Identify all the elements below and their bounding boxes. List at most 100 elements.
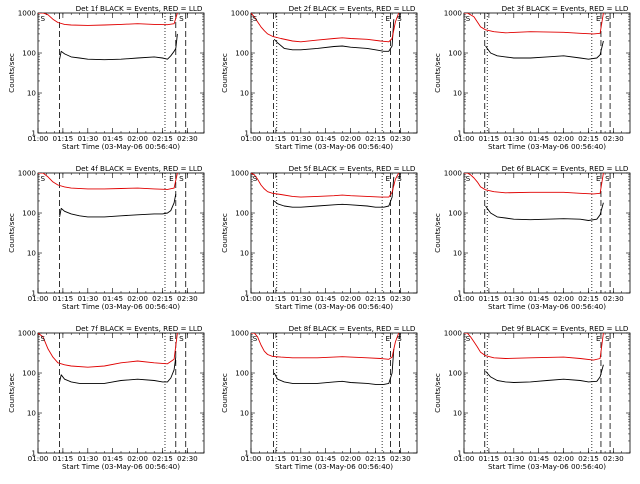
panel-6-xtick-label-02:30: 02:30: [603, 294, 624, 303]
panel-1-marker-s-1: S: [40, 14, 45, 23]
panel-5-ylabel: Counts/sec: [220, 213, 229, 253]
panel-8-xtick-label-02:15: 02:15: [365, 454, 386, 463]
panel-2-series-lld: [251, 13, 400, 43]
panel-6-marker-e-2: E: [596, 174, 601, 183]
panel-7-xtick-label-01:30: 01:30: [77, 454, 98, 463]
panel-3-marker-e-2: E: [596, 14, 601, 23]
panel-5-title: Det 5f BLACK = Events, RED = LLD: [289, 164, 416, 173]
panel-8-series-events: [273, 348, 395, 385]
panel-9-ytick-label-1: 1: [457, 449, 462, 458]
panel-5-xtick-label-02:00: 02:00: [340, 294, 361, 303]
panel-1-marker-s-3: S: [179, 14, 184, 23]
panel-5-xtick-label-02:15: 02:15: [365, 294, 386, 303]
panel-8-xtick-label-01:00: 01:00: [241, 454, 262, 463]
panel-5-xtick-label-01:30: 01:30: [290, 294, 311, 303]
panel-6-ytick-label-10: 10: [453, 249, 463, 258]
panel-5-xtick-label-01:45: 01:45: [315, 294, 336, 303]
panel-4: Det 4f BLACK = Events, RED = LLD 1 10 100 10…: [7, 164, 205, 311]
panel-1-xtick-label-02:15: 02:15: [152, 134, 173, 143]
panel-1-ytick-label-10: 10: [27, 89, 37, 98]
panel-3-ytick-label-100: 100: [448, 49, 462, 58]
panel-1-title: Det 1f BLACK = Events, RED = LLD: [76, 4, 203, 13]
panel-7-title: Det 7f BLACK = Events, RED = LLD: [76, 324, 203, 333]
panel-9-series-events: [485, 364, 604, 383]
panel-6-xtick-label-01:30: 01:30: [503, 294, 524, 303]
panel-6-marker-s-3: S: [605, 174, 610, 183]
panel-8-marker-s-1: S: [253, 334, 258, 343]
panel-5-ytick-label-1000: 1000: [231, 169, 250, 178]
panel-6-ytick-label-100: 100: [448, 209, 462, 218]
panel-9-xlabel: Start Time (03-May-06 00:56:40): [488, 462, 606, 471]
panel-8-xtick-label-01:30: 01:30: [290, 454, 311, 463]
panel-3-xlabel: Start Time (03-May-06 00:56:40): [488, 142, 606, 151]
panel-7-ytick-label-100: 100: [22, 369, 36, 378]
panel-4-xlabel: Start Time (03-May-06 00:56:40): [62, 302, 180, 311]
panel-3-series-events: [485, 40, 604, 60]
panel-6-ytick-label-1000: 1000: [444, 169, 463, 178]
panel-5-ytick-label-1: 1: [244, 289, 249, 298]
panel-1-series-lld: [38, 13, 178, 26]
panel-2-marker-s-1: S: [253, 14, 258, 23]
panel-1-xtick-label-01:30: 01:30: [77, 134, 98, 143]
panel-3: Det 3f BLACK = Events, RED = LLD 1 10 100 10…: [433, 4, 631, 151]
panel-3-xtick-label-01:00: 01:00: [454, 134, 475, 143]
panel-8-ylabel: Counts/sec: [220, 373, 229, 413]
panel-2-xtick-label-02:15: 02:15: [365, 134, 386, 143]
panel-6-xtick-label-01:15: 01:15: [479, 294, 500, 303]
panel-3-ylabel: Counts/sec: [433, 53, 442, 93]
panel-9-ytick-label-10: 10: [453, 409, 463, 418]
panel-4-ylabel: Counts/sec: [7, 213, 16, 253]
panel-3-ytick-label-1: 1: [457, 129, 462, 138]
panel-2-ytick-label-100: 100: [235, 49, 249, 58]
panel-8-ytick-label-100: 100: [235, 369, 249, 378]
panel-6-ylabel: Counts/sec: [433, 213, 442, 253]
panel-7-xtick-label-02:15: 02:15: [152, 454, 173, 463]
panel-5-marker-e-2: E: [385, 174, 390, 183]
panel-8-ytick-label-1: 1: [244, 449, 249, 458]
panel-3-xtick-label-01:15: 01:15: [479, 134, 500, 143]
panel-3-xtick-label-02:30: 02:30: [603, 134, 624, 143]
panel-9: Det 9f BLACK = Events, RED = LLD 1 10 100 10…: [433, 324, 631, 471]
panel-4-ytick-label-1000: 1000: [18, 169, 37, 178]
panel-2-xtick-label-01:15: 01:15: [266, 134, 287, 143]
panel-9-marker-e-2: E: [596, 334, 601, 343]
panel-8-xtick-label-01:15: 01:15: [266, 454, 287, 463]
panel-9-series-lld: [464, 333, 604, 361]
panel-5-xtick-label-02:30: 02:30: [390, 294, 411, 303]
panel-9-xtick-label-01:45: 01:45: [528, 454, 549, 463]
panel-3-xtick-label-01:45: 01:45: [528, 134, 549, 143]
panel-2-xtick-label-01:00: 01:00: [241, 134, 262, 143]
panel-1-xtick-label-01:45: 01:45: [102, 134, 123, 143]
panel-6-xtick-label-01:00: 01:00: [454, 294, 475, 303]
panel-8-marker-s-3: S: [397, 334, 402, 343]
panel-7-xtick-label-01:00: 01:00: [28, 454, 49, 463]
panel-8-xtick-label-02:30: 02:30: [390, 454, 411, 463]
panel-1-xlabel: Start Time (03-May-06 00:56:40): [62, 142, 180, 151]
panel-5-xlabel: Start Time (03-May-06 00:56:40): [275, 302, 393, 311]
panel-1-series-events: [59, 33, 178, 61]
panel-3-marker-s-1: S: [466, 14, 471, 23]
panel-4-ytick-label-1: 1: [31, 289, 36, 298]
panel-7: Det 7f BLACK = Events, RED = LLD 1 10 100 10…: [7, 324, 205, 471]
panel-6-xtick-label-02:15: 02:15: [578, 294, 599, 303]
panel-1: Det 1f BLACK = Events, RED = LLD 1 10 100 10…: [7, 4, 205, 151]
panel-3-title: Det 3f BLACK = Events, RED = LLD: [502, 4, 629, 13]
panel-2-xtick-label-02:30: 02:30: [390, 134, 411, 143]
panel-3-xtick-label-01:30: 01:30: [503, 134, 524, 143]
panel-9-marker-s-3: S: [605, 334, 610, 343]
panel-4-series-lld: [38, 173, 178, 190]
panel-4-ytick-label-100: 100: [22, 209, 36, 218]
panel-1-ytick-label-1: 1: [31, 129, 36, 138]
panel-9-ylabel: Counts/sec: [433, 373, 442, 413]
panel-4-xtick-label-01:45: 01:45: [102, 294, 123, 303]
panel-3-ytick-label-10: 10: [453, 89, 463, 98]
panel-1-xtick-label-02:00: 02:00: [127, 134, 148, 143]
panel-2-ylabel: Counts/sec: [220, 53, 229, 93]
panel-2-xtick-label-01:30: 01:30: [290, 134, 311, 143]
panel-8-xtick-label-01:45: 01:45: [315, 454, 336, 463]
panel-2-ytick-label-1: 1: [244, 129, 249, 138]
panel-7-marker-s-3: S: [179, 334, 184, 343]
panel-3-marker-s-3: S: [605, 14, 610, 23]
panel-7-series-lld: [38, 333, 178, 368]
